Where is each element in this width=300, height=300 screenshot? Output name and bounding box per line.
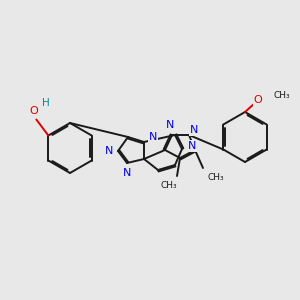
- Text: H: H: [43, 98, 50, 107]
- Text: CH₃: CH₃: [274, 91, 291, 100]
- Text: N: N: [190, 125, 198, 135]
- Text: O: O: [254, 95, 262, 105]
- Text: N: N: [188, 141, 196, 151]
- Text: N: N: [149, 132, 157, 142]
- Text: N: N: [123, 168, 131, 178]
- Text: O: O: [29, 106, 38, 116]
- Text: N: N: [105, 146, 113, 156]
- Text: CH₃: CH₃: [208, 172, 225, 182]
- Text: CH₃: CH₃: [161, 181, 177, 190]
- Text: N: N: [166, 120, 174, 130]
